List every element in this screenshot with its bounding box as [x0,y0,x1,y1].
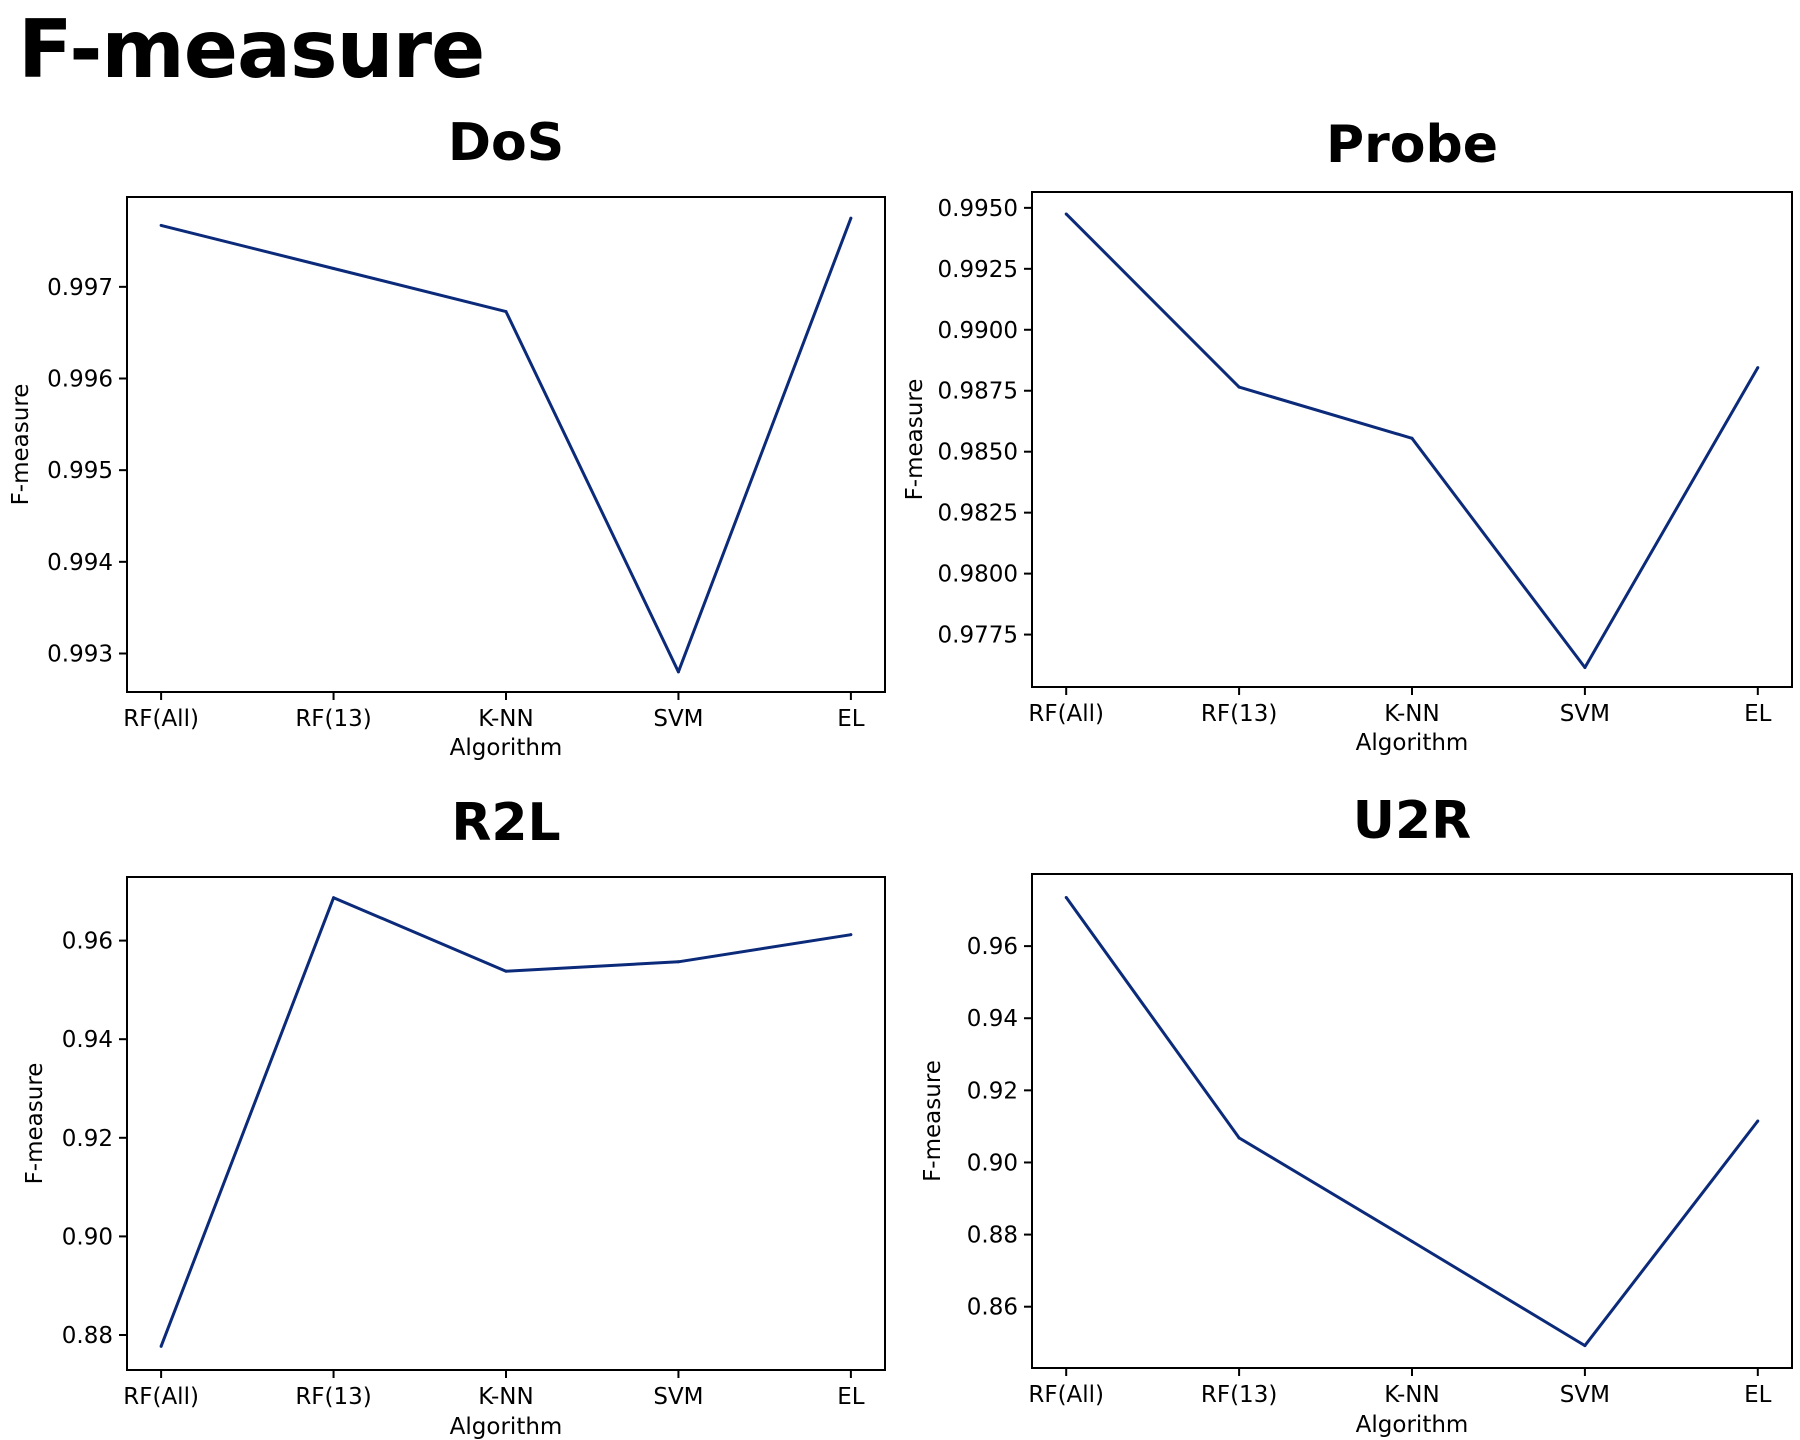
plot-frame [126,196,886,693]
x-tick-label: K-NN [1384,1382,1439,1408]
y-tick-label: 0.9825 [938,501,1018,527]
y-axis-label: F-measure [8,384,34,506]
data-point [849,216,853,220]
data-point [1756,1119,1760,1123]
y-tick-label: 0.96 [62,929,113,955]
data-point [1756,366,1760,370]
data-point [504,310,508,314]
x-tick-label: EL [837,706,865,732]
series-line [1064,896,1759,1348]
x-axis-label: Algorithm [1356,730,1469,756]
data-point [1583,665,1587,669]
x-axis-label: Algorithm [450,1414,563,1440]
x-tick-label: K-NN [478,706,533,732]
panel-title: U2R [1353,791,1471,851]
x-tick-label: SVM [653,1384,703,1410]
series-line [1065,212,1760,669]
y-tick-label: 0.88 [62,1323,113,1349]
y-tick-label: 0.92 [62,1126,113,1152]
chart-panel-r2l: R2L 0.88 0.90 0.92 0.94 0.96 RF(All) RF(13) K-NN… [22,793,886,1440]
y-tick-label: 0.9950 [938,196,1018,222]
series-line [160,217,853,674]
x-tick-label: K-NN [1384,701,1439,727]
y-tick-label: 0.88 [967,1223,1018,1249]
chart-panel-u2r: U2R 0.86 0.88 0.90 0.92 0.94 0.96 RF(All) RF(13)… [920,791,1793,1438]
data-point [332,896,336,900]
x-tick-label: EL [837,1384,865,1410]
y-tick-label: 0.90 [967,1150,1018,1176]
y-tick-label: 0.92 [967,1078,1018,1104]
y-tick-label: 0.94 [62,1027,113,1053]
data-point [1410,436,1414,440]
x-tick-label: RF(All) [123,1384,199,1410]
y-tick-label: 0.996 [47,367,113,393]
x-tick-label: RF(All) [1028,1382,1104,1408]
y-tick-label: 0.997 [47,275,113,301]
data-point [159,1344,163,1348]
data-point [332,267,336,270]
y-tick-label: 0.94 [967,1006,1018,1032]
data-point [1064,212,1068,216]
x-tick-label: RF(All) [123,706,199,732]
x-tick-label: RF(All) [1028,701,1104,727]
x-tick-label: SVM [653,706,703,732]
data-point [676,960,680,964]
y-tick-label: 0.994 [47,550,113,576]
x-tick-label: RF(13) [1201,1382,1277,1408]
data-point [1064,895,1068,899]
panel-title: DoS [448,113,564,173]
page-title: F-measure [18,3,485,96]
y-axis-label: F-measure [920,1060,946,1182]
y-tick-label: 0.9800 [938,562,1018,588]
y-tick-label: 0.9900 [938,318,1018,344]
data-point [159,223,163,227]
chart-panel-probe: Probe 0.9775 0.9800 0.9825 0.9850 0.9875 0.990… [902,115,1793,756]
y-axis-label: F-measure [22,1063,48,1185]
x-tick-label: EL [1744,701,1772,727]
y-tick-label: 0.993 [47,642,113,668]
data-point [1583,1344,1587,1348]
data-point [849,933,853,937]
series-line [159,896,852,1347]
x-tick-label: SVM [1560,701,1610,727]
x-tick-label: RF(13) [295,706,371,732]
x-tick-label: RF(13) [1201,701,1277,727]
x-tick-label: SVM [1560,1382,1610,1408]
y-tick-label: 0.9875 [938,379,1018,405]
y-tick-label: 0.86 [967,1295,1018,1321]
y-tick-label: 0.995 [47,458,113,484]
y-tick-label: 0.9775 [938,623,1018,649]
data-point [504,969,508,973]
chart-panel-dos: DoS 0.993 0.994 0.995 0.996 0.997 RF(All) RF(13… [8,113,886,761]
x-tick-label: RF(13) [295,1384,371,1410]
y-tick-label: 0.96 [967,934,1018,960]
data-point [1237,1136,1241,1140]
x-tick-label: EL [1744,1382,1772,1408]
plot-frame [1031,873,1793,1369]
x-axis-label: Algorithm [1356,1412,1469,1438]
x-tick-label: K-NN [478,1384,533,1410]
y-tick-label: 0.9850 [938,440,1018,466]
data-point [676,670,680,674]
panel-title: Probe [1326,115,1498,175]
data-point [1237,385,1241,389]
x-axis-label: Algorithm [450,735,563,761]
y-axis-label: F-measure [902,379,928,501]
panel-title: R2L [451,793,560,853]
data-point [1410,1239,1414,1243]
y-tick-label: 0.90 [62,1224,113,1250]
plot-frame [126,876,886,1371]
y-tick-label: 0.9925 [938,257,1018,283]
